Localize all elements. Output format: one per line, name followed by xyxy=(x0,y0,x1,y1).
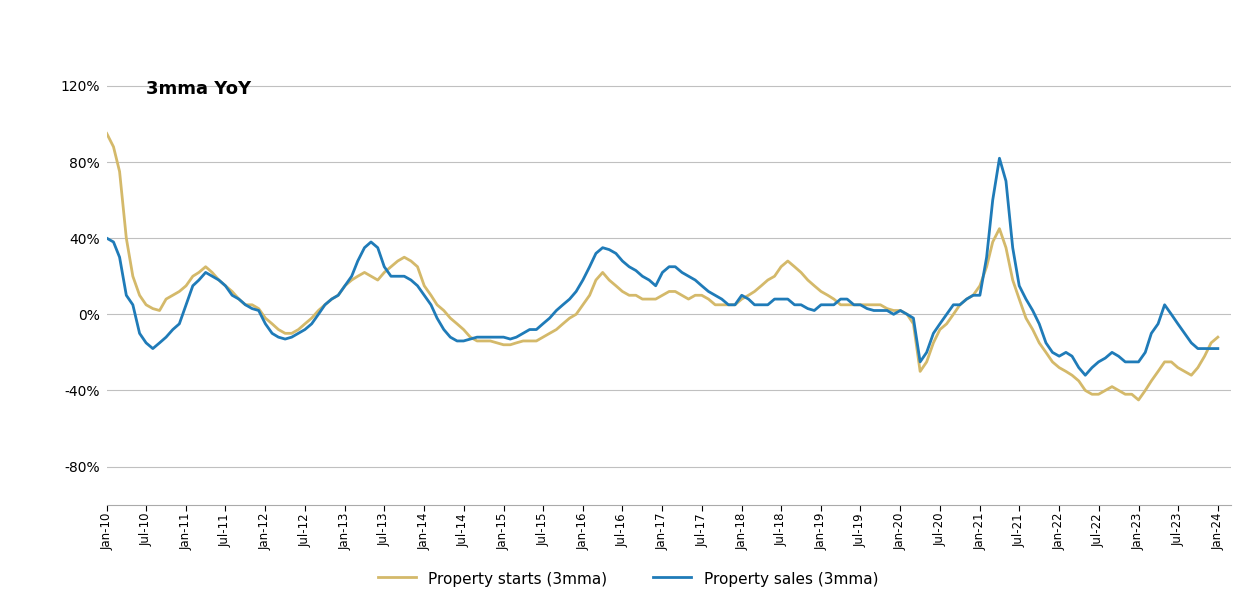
Legend: Property starts (3mma), Property sales (3mma): Property starts (3mma), Property sales (… xyxy=(372,564,884,594)
Line: Property sales (3mma): Property sales (3mma) xyxy=(107,158,1218,375)
Text: 3mma YoY: 3mma YoY xyxy=(146,80,251,98)
Line: Property starts (3mma): Property starts (3mma) xyxy=(107,134,1218,400)
